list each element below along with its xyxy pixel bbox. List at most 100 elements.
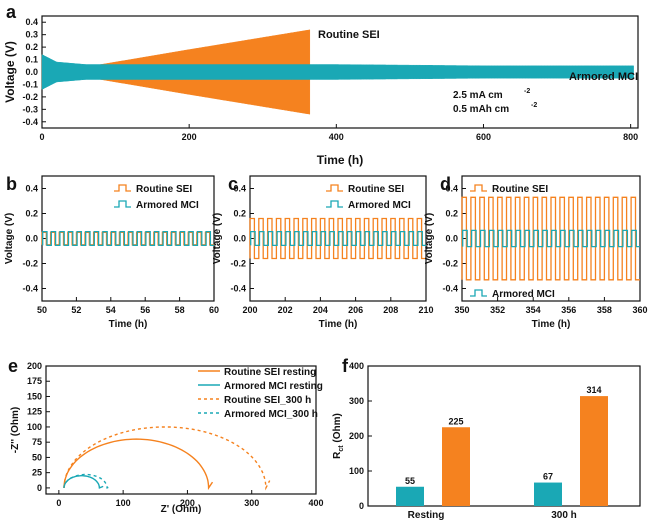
x-tick-label: 204 [313,305,328,315]
y-tick-label: 0.0 [25,234,38,244]
annotation-armored-mci: Armored MCI [569,71,638,83]
y-tick-label: 50 [32,452,42,462]
y-axis-title: -Z'' (Ohm) [10,407,21,453]
x-tick-label: 100 [116,498,131,508]
x-tick-label: 54 [106,305,116,315]
y-tick-label: 0.2 [25,42,38,52]
y-tick-label: 100 [349,466,364,476]
x-tick-label: 358 [597,305,612,315]
y-axis-title: Voltage (V) [3,41,17,103]
legend-swatch [470,289,487,297]
x-category-label: Resting [408,510,445,521]
y-tick-label: 0.4 [25,184,38,194]
x-tick-label: 200 [182,132,197,142]
legend-label: Routine SEI [492,184,548,195]
legend-swatch [326,184,343,192]
x-axis-title: Time (h) [532,319,571,330]
legend-swatch [326,200,343,208]
nyquist-curve [63,426,271,491]
legend-label: Routine SEI [348,184,404,195]
y-tick-label: 100 [27,422,42,432]
panel-letter: a [6,2,17,22]
legend-label: Routine SEI [136,184,192,195]
x-tick-label: 52 [71,305,81,315]
plot-frame [45,365,317,495]
panel-e: 0 100 200 300 400 0 25 50 75 100 125 150 175 200 e Z' (… [8,356,324,515]
y-tick-label: 0.0 [445,234,458,244]
y-tick-label: -0.2 [442,259,458,269]
y-tick-label: -0.4 [22,284,38,294]
y-tick-label: -0.3 [22,104,38,114]
bar-armored-mci-1 [534,482,562,506]
y-axis-title: Voltage (V) [4,213,15,264]
x-tick-label: 200 [180,498,195,508]
x-tick-label: 208 [383,305,398,315]
y-tick-label: -0.4 [442,284,458,294]
x-tick-label: 600 [476,132,491,142]
x-tick-label: 354 [526,305,541,315]
x-category-label: 300 h [551,510,577,521]
x-tick-label: 206 [348,305,363,315]
y-axis-title-main: R [332,451,343,459]
y-tick-label: -0.4 [22,117,38,127]
condition-capacity: 0.5 mAh cm [453,104,509,115]
y-tick-label: -0.1 [22,79,38,89]
y-tick-label: 0.2 [25,209,38,219]
x-tick-label: 360 [632,305,647,315]
x-tick-label: 0 [56,498,61,508]
annotation-routine-sei: Routine SEI [318,29,380,41]
y-axis-title: Voltage (V) [424,213,435,264]
x-axis-title: Time (h) [109,319,148,330]
panel-letter: d [440,174,451,194]
y-tick-label: 0.4 [445,184,458,194]
x-tick-label: 400 [329,132,344,142]
x-tick-label: 60 [209,305,219,315]
x-tick-label: 400 [308,498,323,508]
y-tick-label: 25 [32,468,42,478]
nyquist-curve [63,475,104,489]
x-tick-label: 200 [242,305,257,315]
y-axis-title-sub: ct [338,445,345,452]
y-tick-label: 0.2 [233,209,246,219]
x-axis-title: Time (h) [317,153,363,167]
x-tick-label: 350 [454,305,469,315]
series-line-routine-sei [249,217,426,260]
x-tick-label: 202 [278,305,293,315]
x-tick-label: 210 [418,305,433,315]
x-axis-title: Z' (Ohm) [161,504,202,515]
y-tick-label: 400 [349,361,364,371]
condition-current-density: 2.5 mA cm [453,90,503,101]
x-tick-label: 58 [175,305,185,315]
x-tick-label: 300 [244,498,259,508]
y-tick-label: -0.2 [230,259,246,269]
x-tick-label: 56 [140,305,150,315]
series-line-armored-mci [462,229,640,248]
y-tick-label: 0.0 [25,67,38,77]
series-line-routine-sei [461,196,640,281]
bar-value-label: 225 [448,416,463,426]
y-axis-title-unit: (Ohm) [332,413,343,445]
y-axis-title: Voltage (V) [212,213,223,264]
y-tick-label: -0.2 [22,92,38,102]
panel-b: 50 52 54 56 58 60 -0.4 -0.2 0.0 0.2 0.4 b Time (h) Vo… [4,174,219,330]
y-axis-title: Rct (Ohm) [332,413,345,459]
y-tick-label: 0.4 [25,17,38,27]
condition-current-exponent: -2 [524,88,530,95]
legend-swatch [114,184,131,192]
y-tick-label: 150 [27,391,42,401]
x-tick-label: 800 [623,132,638,142]
y-tick-label: 125 [27,407,42,417]
y-tick-label: 0.2 [445,209,458,219]
y-tick-label: 200 [349,431,364,441]
bar-armored-mci-0 [396,486,424,506]
y-tick-label: -0.4 [230,284,246,294]
y-tick-label: 0.4 [233,184,246,194]
bar-value-label: 55 [405,476,415,486]
y-tick-label: 300 [349,396,364,406]
y-tick-label: 0.0 [233,234,246,244]
x-tick-label: 356 [561,305,576,315]
y-tick-label: 175 [27,376,42,386]
legend-swatch [470,184,487,192]
